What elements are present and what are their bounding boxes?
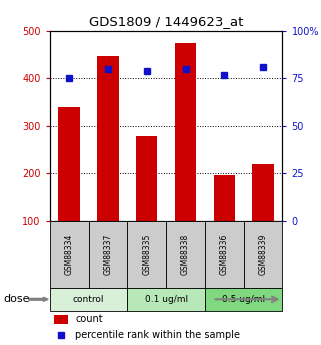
Title: GDS1809 / 1449623_at: GDS1809 / 1449623_at (89, 16, 243, 29)
Text: 0.1 ug/ml: 0.1 ug/ml (144, 295, 188, 304)
Bar (252, 164, 274, 221)
Bar (127, 221, 166, 288)
Bar (50, 288, 127, 310)
Bar (214, 175, 235, 221)
Text: GSM88337: GSM88337 (103, 234, 112, 275)
Bar (58, 107, 80, 221)
Text: GSM88334: GSM88334 (65, 234, 74, 275)
Bar (166, 221, 205, 288)
Text: GSM88335: GSM88335 (142, 234, 151, 275)
Text: GSM88336: GSM88336 (220, 234, 229, 275)
Bar (205, 221, 244, 288)
Text: percentile rank within the sample: percentile rank within the sample (75, 330, 240, 340)
Text: GSM88338: GSM88338 (181, 234, 190, 275)
Bar (97, 56, 118, 221)
Text: control: control (73, 295, 104, 304)
Text: 0.5 ug/ml: 0.5 ug/ml (222, 295, 265, 304)
Bar (89, 221, 127, 288)
Bar (175, 43, 196, 221)
Bar (205, 288, 282, 310)
Text: dose: dose (3, 294, 30, 304)
Text: GSM88339: GSM88339 (259, 234, 268, 275)
Bar (55, 315, 68, 324)
Bar (244, 221, 282, 288)
Bar (136, 136, 157, 221)
Text: count: count (75, 314, 103, 324)
Bar (50, 221, 89, 288)
Bar (127, 288, 205, 310)
